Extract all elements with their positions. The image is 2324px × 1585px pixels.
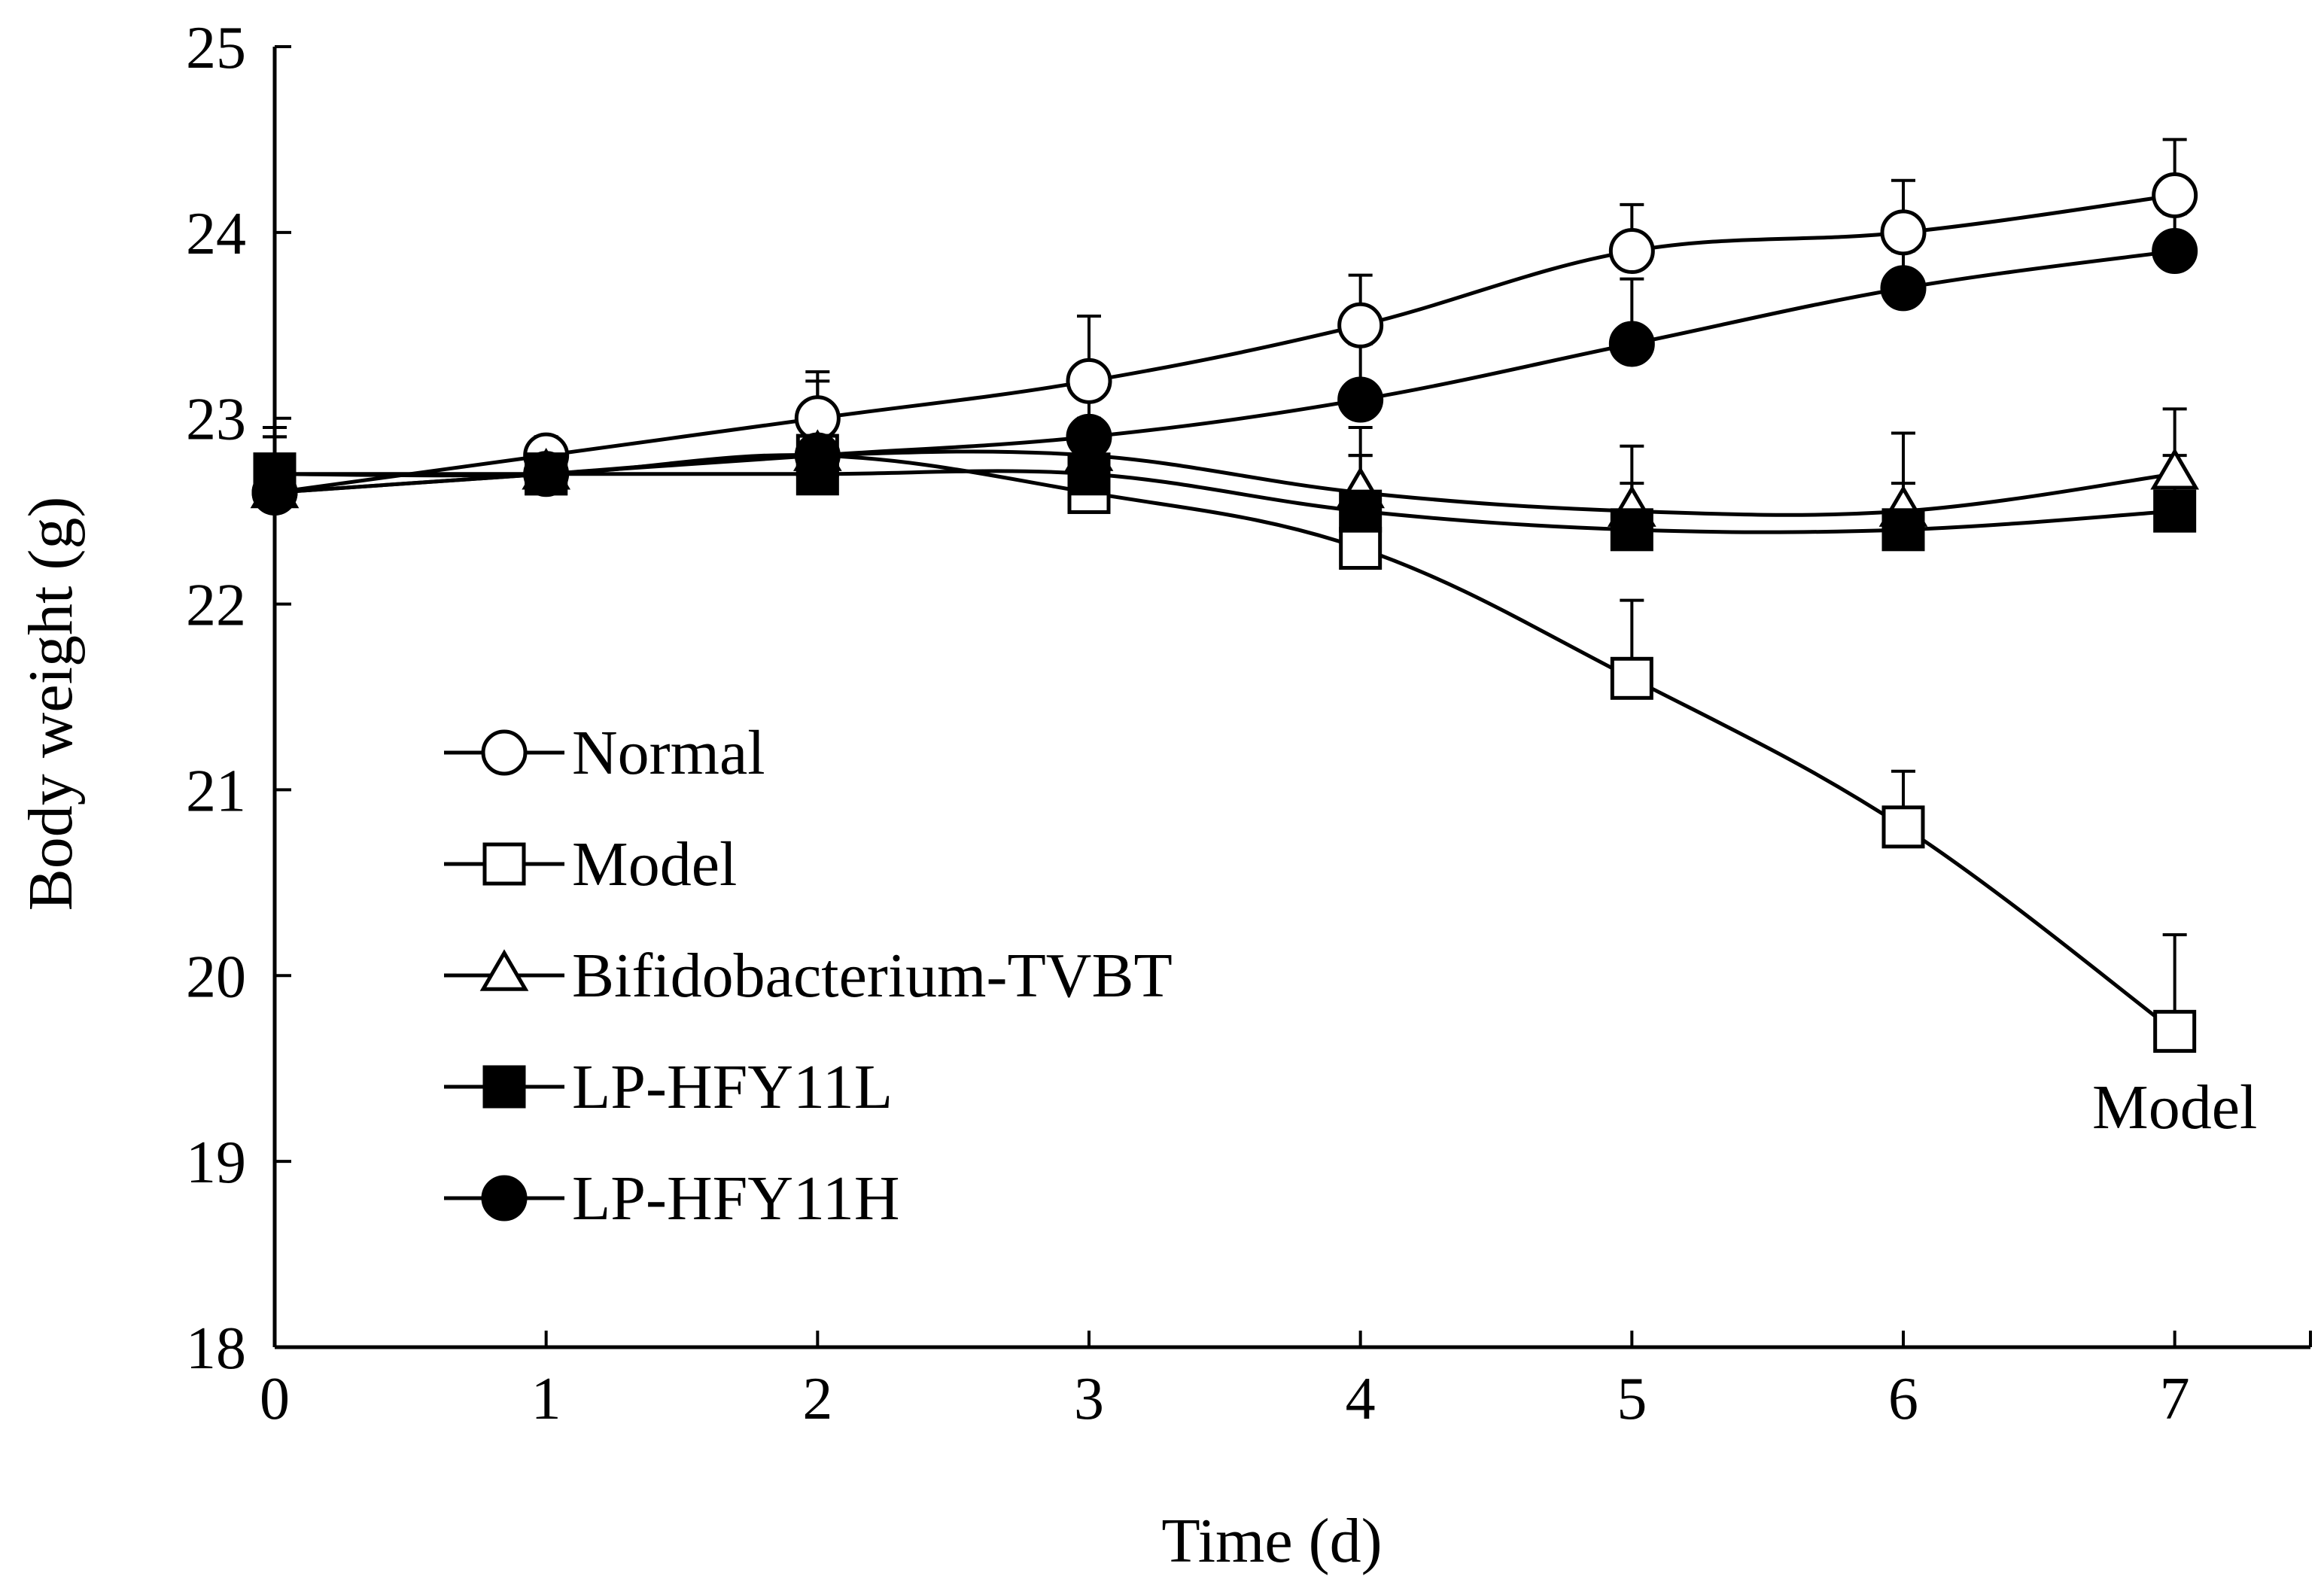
- point-lp-hfy11h-2: [794, 432, 841, 479]
- point-normal-5: [1608, 228, 1655, 275]
- y-tick-label-23: 23: [186, 387, 246, 453]
- point-lp-hfy11h-5: [1608, 321, 1655, 367]
- point-bifidobacterium-tvbt-7: [2150, 448, 2200, 490]
- legend-label-lp-hfy11h: LP-HFY11H: [572, 1164, 900, 1234]
- series-line-normal: [274, 193, 2176, 494]
- point-lp-hfy11l-7: [2153, 489, 2197, 533]
- legend-marker-lp-hfy11h: [481, 1175, 528, 1221]
- point-lp-hfy11h-4: [1337, 376, 1384, 423]
- point-model-4: [1339, 527, 1383, 570]
- x-tick-label-0: 0: [260, 1366, 290, 1432]
- point-normal-6: [1880, 209, 1927, 256]
- legend-label-bifidobacterium-tvbt: Bifidobacterium-TVBT: [572, 941, 1173, 1011]
- series-line-lp-hfy11l: [275, 469, 2175, 534]
- x-tick-label-1: 1: [531, 1366, 561, 1432]
- point-lp-hfy11h-7: [2152, 228, 2198, 275]
- point-normal-7: [2152, 172, 2198, 218]
- point-lp-hfy11h-3: [1066, 413, 1112, 460]
- annotations: Model: [2092, 1072, 2257, 1142]
- point-model-6: [1881, 805, 1925, 849]
- point-lp-hfy11l-3: [1067, 452, 1111, 496]
- x-tick-label-6: 6: [1888, 1366, 1918, 1432]
- x-tick-label-7: 7: [2160, 1366, 2190, 1432]
- legend-label-normal: Normal: [572, 718, 765, 788]
- y-axis-title: Body weight (g): [16, 497, 86, 911]
- y-tick-label-19: 19: [186, 1130, 246, 1196]
- annotation-0: Model: [2092, 1072, 2257, 1142]
- legend-marker-lp-hfy11l: [482, 1065, 526, 1109]
- legend-marker-normal: [481, 729, 528, 776]
- x-tick-label-3: 3: [1074, 1366, 1104, 1432]
- point-model-5: [1610, 656, 1653, 700]
- x-axis-title: Time (d): [1161, 1506, 1382, 1576]
- legend-marker-bifidobacterium-tvbt: [479, 949, 529, 991]
- series-lines: [274, 193, 2176, 1033]
- legend-label-lp-hfy11l: LP-HFY11L: [572, 1052, 893, 1122]
- y-tick-label-20: 20: [186, 944, 246, 1010]
- series-line-lp-hfy11h: [274, 249, 2176, 494]
- x-tick-label-5: 5: [1617, 1366, 1647, 1432]
- x-tick-label-4: 4: [1346, 1366, 1376, 1432]
- y-tick-label-18: 18: [186, 1316, 246, 1382]
- series-markers: [250, 172, 2200, 1053]
- legend-label-model: Model: [572, 829, 737, 899]
- legend-marker-model: [482, 842, 526, 886]
- point-lp-hfy11h-6: [1880, 265, 1927, 312]
- point-normal-3: [1066, 357, 1112, 404]
- point-lp-hfy11l-5: [1610, 508, 1653, 552]
- point-lp-hfy11l-6: [1881, 508, 1925, 552]
- point-normal-4: [1337, 302, 1384, 348]
- y-tick-label-24: 24: [186, 201, 246, 267]
- point-lp-hfy11l-4: [1339, 489, 1383, 533]
- y-tick-label-25: 25: [186, 15, 246, 81]
- y-tick-label-21: 21: [186, 758, 246, 824]
- y-tick-label-22: 22: [186, 573, 246, 639]
- point-model-7: [2153, 1009, 2197, 1053]
- x-tick-label-2: 2: [802, 1366, 832, 1432]
- point-lp-hfy11h-1: [523, 451, 570, 497]
- legend: Normal Model Bifidobacterium-TVBT LP-HFY11L…: [444, 718, 1173, 1234]
